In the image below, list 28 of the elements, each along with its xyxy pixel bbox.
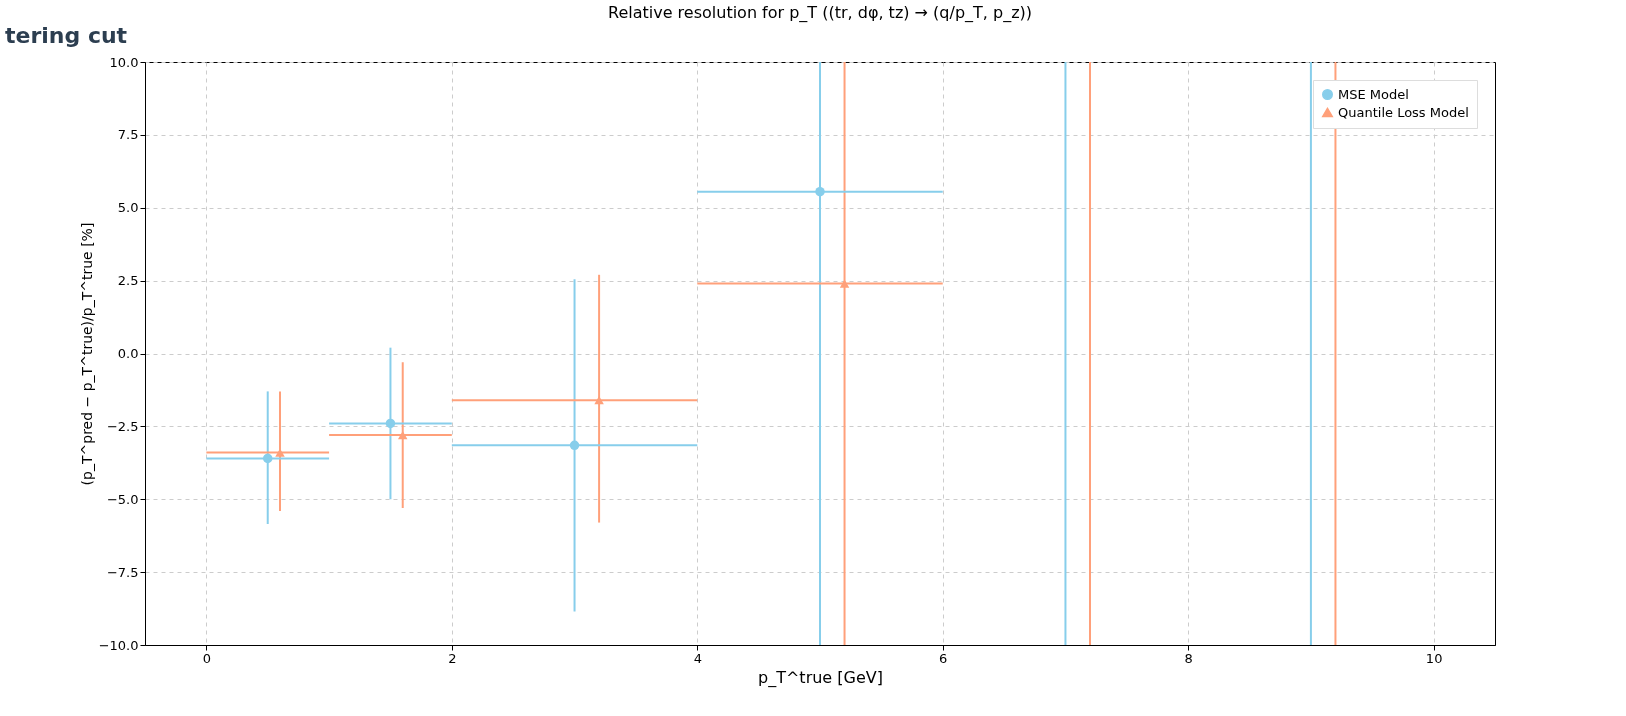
- y-tick-label: 7.5: [117, 127, 139, 143]
- y-tick-label: −5.0: [106, 491, 139, 507]
- point: [397, 431, 408, 440]
- x-tick-label: 4: [693, 650, 702, 666]
- point: [594, 396, 604, 405]
- y-tick-label: −10.0: [98, 637, 139, 653]
- chart-title: Relative resolution for p_T ((tr, dφ, tz) → (q/p_T, p_z)): [607, 3, 1033, 23]
- y-tick-label: 0.0: [117, 346, 139, 361]
- text: tering cut: [5, 23, 128, 48]
- point: [262, 453, 273, 464]
- y-tick-label: −2.5: [106, 418, 139, 434]
- x-tick-label: 8: [1184, 650, 1193, 666]
- point: [815, 186, 825, 197]
- y-tick-label: 5.0: [117, 200, 139, 216]
- y-tick-label: 2.5: [117, 273, 139, 289]
- x-tick-label: 10: [1425, 650, 1443, 666]
- point: [385, 418, 396, 429]
- y-tick-label: 10.0: [109, 54, 139, 70]
- x-tick-label: 6: [939, 650, 948, 666]
- legend-label: MSE Model: [1338, 86, 1409, 102]
- x-axis-title: p_T^true [GeV]: [758, 667, 883, 688]
- y-axis-title: (p_T^pred − p_T^true)/p_T^true [%]: [78, 222, 95, 486]
- legend-label: Quantile Loss Model: [1338, 104, 1469, 120]
- x-tick-label: 0: [202, 650, 211, 666]
- point: [569, 440, 580, 451]
- point: [839, 279, 850, 288]
- x-tick-label: 2: [448, 650, 457, 666]
- y-tick-label: −7.5: [106, 564, 139, 580]
